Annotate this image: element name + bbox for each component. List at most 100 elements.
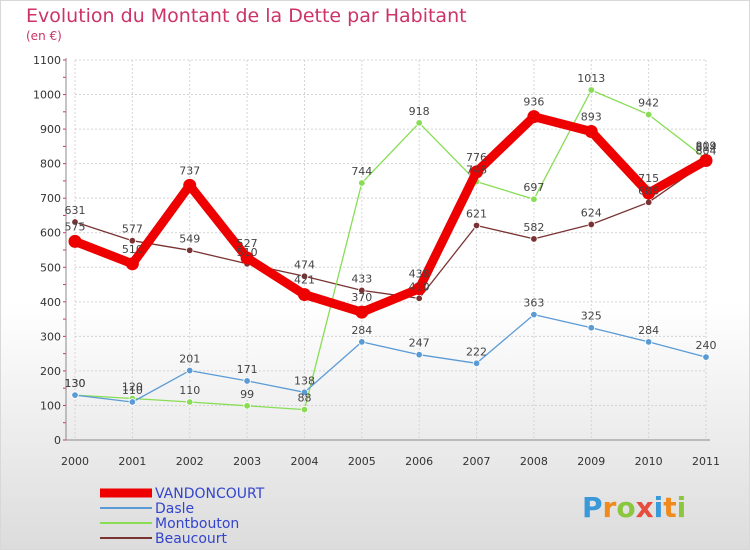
data-label-vandoncourt: 370: [351, 291, 372, 304]
data-label-dasle: 240: [696, 339, 717, 352]
data-point-vandoncourt: [699, 154, 713, 168]
data-point-dasle: [644, 338, 653, 346]
data-label-montbouton: 918: [409, 105, 430, 118]
legend-label-dasle: Dasle: [155, 501, 194, 517]
data-point-vandoncourt: [470, 165, 484, 179]
data-label-montbouton: 744: [351, 165, 372, 178]
data-point-dasle: [358, 338, 366, 346]
brand-text: Proxiti: [582, 491, 686, 524]
data-point-dasle: [472, 359, 481, 368]
data-point-montbouton: [530, 195, 538, 203]
legend-label-montbouton: Montbouton: [155, 516, 239, 532]
data-point-dasle: [186, 366, 194, 375]
data-label-beaucourt: 688: [638, 184, 659, 197]
data-point-dasle: [300, 388, 309, 397]
series-line-dasle: [74, 313, 707, 403]
y-tick-label: 500: [40, 261, 61, 274]
series-line-montbouton: [74, 89, 707, 411]
x-tick-label: 2011: [692, 455, 720, 468]
data-label-vandoncourt: 575: [65, 220, 86, 233]
data-point-vandoncourt: [297, 288, 311, 302]
data-point-beaucourt: [415, 294, 423, 303]
data-point-montbouton: [300, 405, 309, 414]
data-point-vandoncourt: [527, 110, 541, 124]
data-label-montbouton: 942: [638, 97, 659, 110]
data-label-beaucourt: 621: [466, 207, 487, 220]
data-label-montbouton: 120: [122, 381, 143, 394]
y-tick-label: 1100: [33, 54, 61, 67]
x-tick-label: 2006: [405, 455, 433, 468]
brand-logo: Proxiti: [582, 491, 686, 524]
data-point-vandoncourt: [183, 178, 197, 192]
data-labels: 631 577 549 510 474 433 410 621 582 624 688 804 130 1…: [65, 72, 717, 405]
data-point-dasle: [128, 398, 137, 406]
data-label-montbouton: 748: [466, 164, 487, 177]
chart-title: Evolution du Montant de la Dette par Hab…: [26, 5, 467, 27]
data-point-dasle: [415, 350, 423, 359]
data-label-vandoncourt: 776: [466, 151, 487, 164]
data-point-dasle: [530, 310, 538, 319]
data-label-dasle: 363: [523, 297, 544, 310]
data-point-montbouton: [358, 179, 366, 187]
y-tick-label: 400: [40, 296, 61, 309]
data-label-beaucourt: 804: [696, 144, 717, 157]
axes: 0 100 200 300 400 500 600 700 800 900 1000 1100 2000…: [33, 54, 720, 468]
data-label-vandoncourt: 510: [122, 243, 143, 256]
legend-label-beaucourt: Beaucourt: [155, 531, 228, 547]
data-label-vandoncourt: 893: [581, 111, 602, 124]
data-label-montbouton: 1013: [577, 72, 605, 85]
x-tick-label: 2008: [520, 455, 548, 468]
data-label-dasle: 284: [638, 324, 659, 337]
data-point-beaucourt: [300, 272, 309, 280]
data-label-vandoncourt: 715: [638, 172, 659, 185]
y-tick-label: 900: [40, 123, 61, 136]
y-tick-label: 100: [40, 399, 61, 412]
y-tick-label: 1000: [33, 89, 61, 102]
data-label-dasle: 138: [294, 374, 315, 387]
data-label-vandoncourt: 936: [523, 96, 544, 109]
y-tick-label: 0: [54, 434, 61, 447]
x-tick-label: 2003: [233, 455, 261, 468]
x-tick-label: 2002: [176, 455, 204, 468]
data-label-beaucourt: 624: [581, 206, 602, 219]
data-label-dasle: 110: [122, 384, 143, 397]
data-point-dasle: [702, 353, 710, 361]
data-point-beaucourt: [128, 236, 137, 245]
series-line-vandoncourt: [70, 112, 711, 317]
data-label-dasle: 171: [237, 363, 258, 376]
data-point-beaucourt: [587, 220, 595, 229]
x-tick-label: 2000: [61, 455, 89, 468]
data-point-vandoncourt: [355, 305, 369, 319]
data-label-beaucourt: 410: [409, 280, 430, 293]
x-tick-label: 2007: [463, 455, 491, 468]
data-point-beaucourt: [358, 286, 366, 295]
data-label-beaucourt: 510: [237, 246, 258, 259]
data-point-vandoncourt: [240, 251, 254, 265]
data-point-vandoncourt: [642, 186, 656, 200]
legend-label-vandoncourt: VANDONCOURT: [155, 486, 265, 502]
data-point-dasle: [243, 377, 251, 385]
chart-subtitle: (en €): [26, 29, 62, 43]
data-label-beaucourt: 433: [351, 272, 372, 285]
data-point-dasle: [71, 391, 79, 399]
data-label-montbouton: 110: [179, 384, 200, 397]
data-label-dasle: 284: [351, 324, 372, 337]
y-tick-label: 600: [40, 227, 61, 240]
x-tick-label: 2001: [118, 455, 146, 468]
data-label-vandoncourt: 438: [409, 268, 430, 281]
y-tick-label: 800: [40, 158, 61, 171]
data-point-vandoncourt: [412, 282, 426, 296]
x-tick-label: 2004: [290, 455, 318, 468]
data-label-vandoncourt: 737: [179, 164, 200, 177]
x-tick-label: 2010: [635, 455, 663, 468]
data-point-vandoncourt: [584, 125, 598, 139]
x-tick-label: 2009: [577, 455, 605, 468]
data-label-montbouton: 697: [523, 181, 544, 194]
data-point-beaucourt: [530, 235, 538, 243]
data-label-dasle: 201: [179, 353, 200, 366]
data-label-vandoncourt: 809: [696, 140, 717, 153]
x-tick-label: 2005: [348, 455, 376, 468]
data-point-beaucourt: [186, 246, 194, 255]
